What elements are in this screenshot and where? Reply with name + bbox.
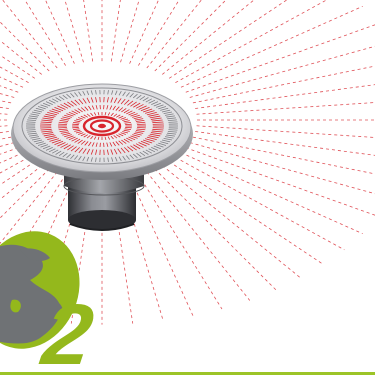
sound-ray (111, 0, 132, 61)
sound-ray (193, 137, 375, 179)
sound-ray (147, 172, 250, 300)
sound-ray (0, 6, 23, 87)
sound-ray (169, 162, 324, 265)
sound-ray (147, 0, 250, 68)
sound-ray (0, 0, 57, 68)
sound-ray (155, 0, 276, 71)
sound-ray (0, 0, 42, 74)
sound-ray (0, 148, 18, 217)
sound-ray (186, 148, 375, 217)
sound-ray (11, 0, 74, 64)
sound-ray (41, 0, 84, 62)
sound-ray (0, 24, 18, 93)
divider-line (0, 372, 375, 375)
sound-ray (71, 0, 92, 61)
sound-ray (197, 126, 375, 140)
sound-ray (0, 61, 11, 103)
sound-ray (190, 42, 375, 98)
ceiling-speaker-icon (11, 84, 193, 230)
sound-ray (190, 143, 375, 199)
sound-ray (0, 0, 35, 78)
sound-ray (175, 157, 344, 249)
sound-ray (121, 0, 164, 62)
sound-ray (193, 61, 375, 103)
sound-ray (0, 137, 11, 179)
sound-ray (175, 0, 344, 83)
sound-ray (162, 0, 301, 74)
sound-ray (197, 100, 375, 114)
sound-ray (186, 24, 375, 93)
sound-ray (162, 166, 301, 279)
sound-ray (130, 176, 193, 315)
sound-ray (0, 153, 23, 234)
sound-ray (0, 0, 66, 66)
sound-ray (138, 0, 222, 66)
sound-ray (130, 0, 193, 64)
sound-ray (0, 0, 29, 83)
